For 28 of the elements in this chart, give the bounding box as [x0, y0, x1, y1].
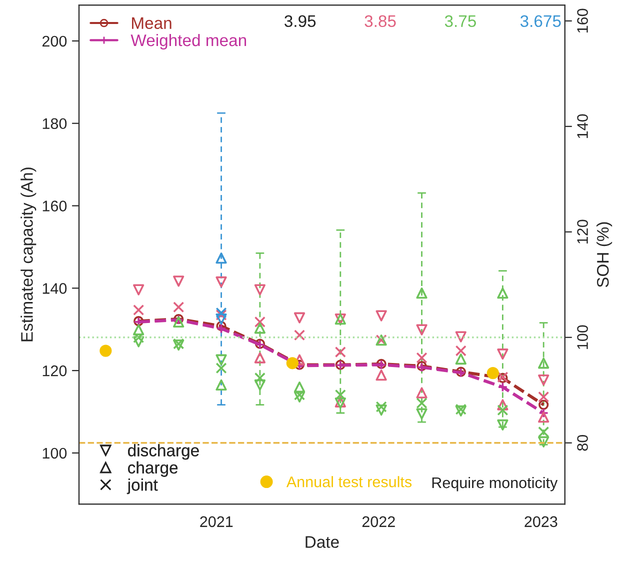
y-tick-label: 120	[42, 365, 67, 376]
text: 3.675	[520, 15, 561, 28]
annotation: 3.95	[284, 15, 316, 28]
y-tick-label: 160	[42, 200, 67, 212]
annotation: charge	[128, 461, 178, 477]
x-axis-title: Date	[306, 536, 339, 548]
text: 3.75	[444, 15, 476, 28]
y2-tick-label: 160	[577, 8, 588, 33]
y2-tick-label: 140	[577, 114, 588, 138]
y2-tick-label: 120	[577, 220, 588, 244]
y-tick-label: 100	[42, 448, 67, 459]
y-tick-label: 140	[42, 283, 67, 294]
legend-label: Mean	[132, 17, 172, 30]
x-tick-label: 2022	[362, 516, 395, 528]
x-tick-label: 2023	[524, 516, 558, 528]
legend-label: Weighted mean	[130, 34, 246, 50]
annotation: Require monoticity	[432, 476, 558, 492]
annotation: joint	[126, 478, 158, 494]
text: 3.85	[364, 15, 396, 28]
y2-axis-title: SOH (%)	[596, 222, 612, 288]
legend-label: Annual test results	[286, 476, 412, 488]
y-tick-label: 180	[42, 118, 67, 130]
annotation: discharge	[128, 444, 199, 460]
x-tick-label: 2021	[200, 516, 233, 528]
y-axis-title: Estimated capacity (Ah)	[20, 168, 36, 342]
y2-tick-label: 80	[577, 434, 588, 451]
y-tick-label: 200	[42, 36, 67, 47]
y2-tick-label: 100	[577, 325, 588, 349]
